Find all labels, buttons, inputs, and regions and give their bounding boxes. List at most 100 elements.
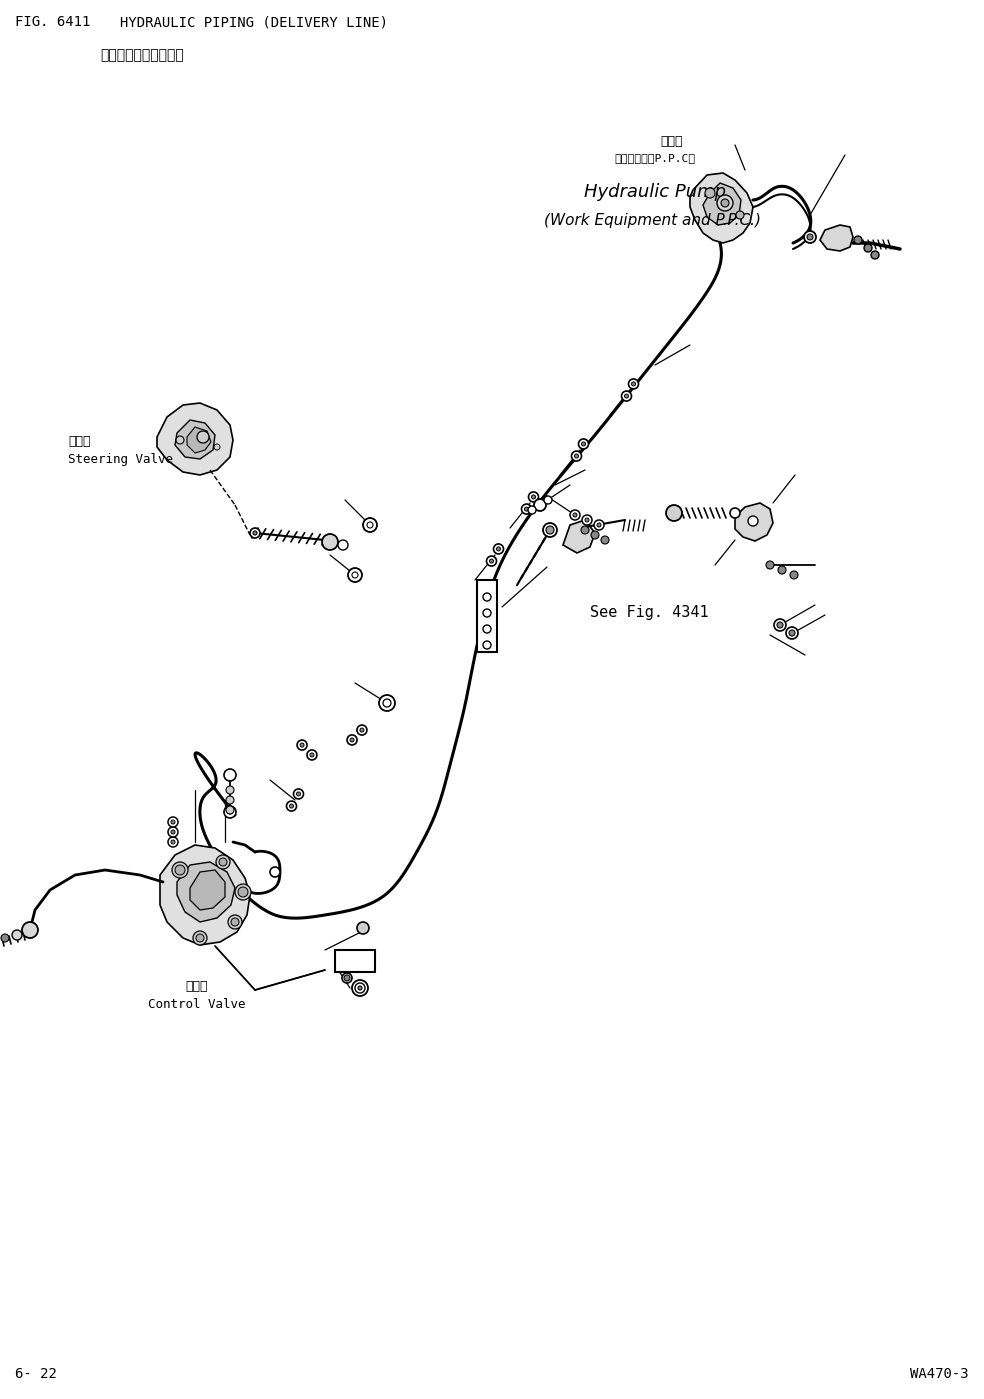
Text: 液压管路（输送管路）: 液压管路（输送管路） (100, 48, 184, 62)
Circle shape (705, 187, 715, 199)
Polygon shape (563, 520, 595, 553)
Circle shape (293, 789, 303, 799)
Circle shape (171, 830, 175, 834)
Circle shape (352, 572, 358, 578)
Circle shape (253, 532, 257, 534)
Text: WA470-3: WA470-3 (910, 1367, 969, 1381)
Circle shape (196, 935, 204, 942)
Bar (335, 950, 375, 972)
Text: Hydraulic Pump: Hydraulic Pump (584, 183, 726, 201)
Circle shape (250, 527, 260, 539)
Circle shape (585, 518, 589, 522)
Circle shape (355, 983, 365, 993)
Circle shape (730, 508, 740, 518)
Circle shape (286, 802, 296, 811)
Circle shape (383, 700, 391, 706)
Circle shape (176, 436, 184, 443)
Circle shape (344, 975, 350, 981)
Circle shape (790, 571, 798, 579)
Circle shape (22, 922, 38, 937)
Circle shape (175, 865, 185, 874)
Circle shape (172, 862, 188, 879)
Circle shape (572, 450, 582, 462)
Polygon shape (820, 225, 853, 250)
Text: 转向阀: 转向阀 (68, 435, 91, 448)
Circle shape (168, 817, 178, 827)
Circle shape (322, 534, 338, 550)
Circle shape (297, 740, 307, 750)
Circle shape (625, 395, 629, 399)
Circle shape (483, 625, 491, 632)
Circle shape (357, 725, 367, 734)
Circle shape (347, 734, 357, 744)
Circle shape (534, 499, 546, 511)
Circle shape (579, 439, 588, 449)
Text: See Fig. 4341: See Fig. 4341 (590, 604, 708, 620)
Circle shape (581, 526, 589, 534)
Circle shape (214, 443, 220, 450)
Circle shape (226, 806, 234, 814)
Circle shape (193, 930, 207, 944)
Polygon shape (190, 870, 225, 909)
Circle shape (350, 737, 354, 741)
Circle shape (778, 567, 786, 574)
Text: HYDRAULIC PIPING (DELIVERY LINE): HYDRAULIC PIPING (DELIVERY LINE) (120, 15, 388, 29)
Circle shape (352, 981, 368, 996)
Circle shape (483, 641, 491, 649)
Circle shape (1, 935, 9, 942)
Circle shape (358, 986, 362, 990)
Circle shape (632, 382, 636, 386)
Circle shape (489, 560, 494, 562)
Bar (477, 581, 497, 652)
Circle shape (300, 743, 304, 747)
Circle shape (591, 532, 599, 539)
Circle shape (528, 506, 536, 513)
Circle shape (363, 518, 377, 532)
Circle shape (524, 506, 528, 511)
Circle shape (12, 930, 22, 940)
Polygon shape (160, 845, 250, 944)
Circle shape (483, 593, 491, 602)
Circle shape (228, 810, 232, 814)
Circle shape (226, 786, 234, 795)
Circle shape (582, 442, 585, 446)
Circle shape (486, 555, 497, 567)
Circle shape (546, 526, 554, 534)
Circle shape (864, 243, 872, 252)
Circle shape (360, 727, 364, 732)
Polygon shape (187, 427, 211, 453)
Circle shape (777, 623, 783, 628)
Circle shape (766, 561, 774, 569)
Circle shape (497, 547, 501, 551)
Circle shape (231, 918, 239, 926)
Circle shape (789, 630, 795, 637)
Circle shape (219, 858, 227, 866)
Text: (Work Equipment and P.P.C.): (Work Equipment and P.P.C.) (543, 213, 761, 228)
Circle shape (367, 522, 373, 527)
Circle shape (228, 915, 242, 929)
Text: 控制阀: 控制阀 (186, 981, 209, 993)
Circle shape (721, 199, 729, 207)
Circle shape (594, 520, 604, 530)
Polygon shape (703, 183, 741, 225)
Circle shape (786, 627, 798, 639)
Polygon shape (175, 420, 215, 459)
Circle shape (224, 806, 236, 818)
Circle shape (289, 804, 293, 809)
Circle shape (494, 544, 504, 554)
Circle shape (528, 492, 538, 502)
Circle shape (224, 769, 236, 781)
Circle shape (171, 839, 175, 844)
Circle shape (216, 855, 230, 869)
Circle shape (342, 972, 352, 983)
Circle shape (379, 695, 395, 711)
Circle shape (483, 609, 491, 617)
Circle shape (357, 922, 369, 935)
Circle shape (807, 234, 813, 241)
Circle shape (570, 511, 580, 520)
Circle shape (601, 536, 609, 544)
Circle shape (854, 236, 862, 243)
Circle shape (171, 820, 175, 824)
Circle shape (804, 231, 816, 243)
Circle shape (531, 495, 535, 499)
